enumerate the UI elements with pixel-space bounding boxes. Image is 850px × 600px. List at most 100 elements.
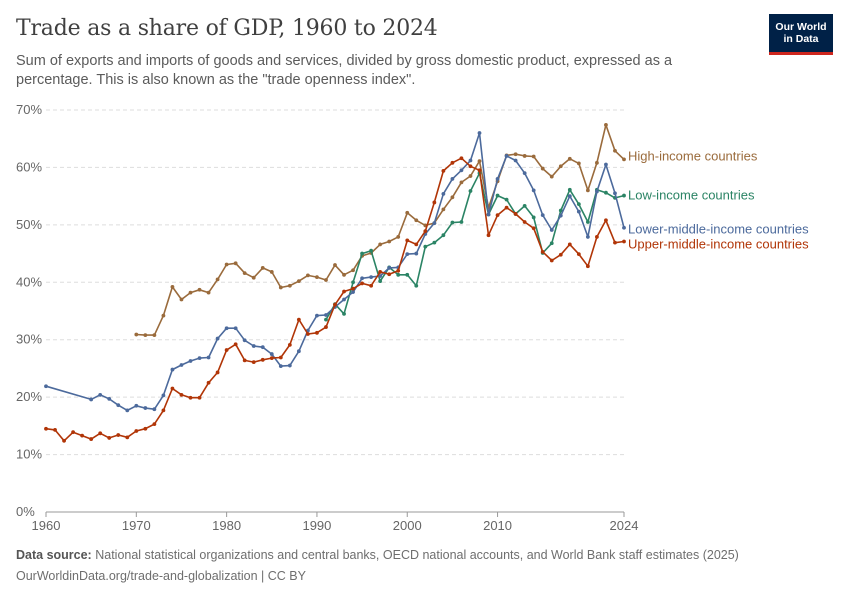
- data-point[interactable]: [441, 168, 446, 173]
- data-point[interactable]: [342, 289, 346, 294]
- data-point[interactable]: [522, 171, 527, 176]
- data-point[interactable]: [558, 208, 563, 213]
- data-point[interactable]: [179, 392, 184, 397]
- data-point[interactable]: [296, 317, 301, 322]
- data-point[interactable]: [486, 212, 491, 217]
- data-point[interactable]: [432, 221, 437, 226]
- data-point[interactable]: [477, 131, 482, 135]
- data-point[interactable]: [450, 195, 455, 200]
- data-point[interactable]: [513, 158, 518, 163]
- data-point[interactable]: [441, 233, 446, 238]
- data-point[interactable]: [387, 266, 392, 270]
- data-point[interactable]: [468, 164, 473, 169]
- series-line[interactable]: [45, 132, 625, 412]
- data-point[interactable]: [269, 352, 274, 356]
- data-point[interactable]: [613, 240, 617, 245]
- data-point[interactable]: [450, 177, 455, 181]
- data-point[interactable]: [143, 426, 148, 431]
- data-point[interactable]: [188, 290, 193, 295]
- data-point[interactable]: [170, 386, 175, 391]
- data-point[interactable]: [125, 435, 130, 440]
- series-label[interactable]: Upper-middle-income countries: [628, 237, 809, 252]
- data-point[interactable]: [378, 242, 383, 247]
- data-point[interactable]: [405, 210, 410, 215]
- data-point[interactable]: [224, 348, 229, 352]
- data-point[interactable]: [459, 180, 464, 185]
- data-point[interactable]: [315, 275, 319, 280]
- data-point[interactable]: [224, 262, 229, 267]
- data-point[interactable]: [215, 277, 220, 282]
- data-point[interactable]: [604, 162, 608, 167]
- data-point[interactable]: [585, 220, 590, 224]
- data-point[interactable]: [351, 268, 355, 273]
- data-point[interactable]: [540, 166, 545, 171]
- data-point[interactable]: [396, 235, 401, 239]
- data-point[interactable]: [622, 193, 626, 198]
- data-point[interactable]: [576, 161, 581, 166]
- data-point[interactable]: [134, 332, 139, 337]
- data-point[interactable]: [441, 207, 446, 212]
- data-point[interactable]: [459, 168, 464, 173]
- data-point[interactable]: [477, 159, 482, 164]
- data-point[interactable]: [197, 287, 202, 292]
- data-point[interactable]: [260, 266, 265, 270]
- data-point[interactable]: [278, 285, 283, 290]
- data-point[interactable]: [44, 426, 48, 431]
- data-point[interactable]: [197, 395, 202, 400]
- data-point[interactable]: [549, 174, 554, 179]
- data-point[interactable]: [486, 233, 491, 238]
- data-point[interactable]: [549, 241, 554, 246]
- data-point[interactable]: [89, 437, 94, 441]
- data-point[interactable]: [396, 272, 401, 277]
- data-point[interactable]: [595, 189, 599, 194]
- data-point[interactable]: [306, 273, 310, 278]
- data-point[interactable]: [206, 290, 211, 295]
- data-point[interactable]: [170, 367, 175, 372]
- data-point[interactable]: [531, 226, 536, 231]
- data-point[interactable]: [513, 152, 518, 157]
- data-point[interactable]: [278, 355, 283, 360]
- data-point[interactable]: [495, 177, 500, 181]
- data-point[interactable]: [188, 395, 193, 400]
- data-point[interactable]: [513, 212, 518, 216]
- data-point[interactable]: [242, 271, 247, 275]
- data-point[interactable]: [414, 251, 419, 256]
- series-label[interactable]: Lower-middle-income countries: [628, 222, 809, 237]
- data-point[interactable]: [134, 429, 139, 433]
- data-point[interactable]: [576, 252, 581, 257]
- data-point[interactable]: [206, 380, 211, 385]
- data-point[interactable]: [287, 283, 292, 288]
- data-point[interactable]: [495, 193, 500, 198]
- data-point[interactable]: [567, 187, 572, 192]
- data-point[interactable]: [287, 342, 292, 347]
- data-point[interactable]: [53, 427, 57, 432]
- data-point[interactable]: [468, 174, 473, 178]
- data-point[interactable]: [387, 239, 392, 244]
- data-point[interactable]: [360, 281, 364, 286]
- data-point[interactable]: [585, 235, 590, 239]
- data-point[interactable]: [197, 356, 202, 360]
- data-point[interactable]: [269, 270, 274, 274]
- data-point[interactable]: [613, 148, 617, 153]
- data-point[interactable]: [98, 431, 103, 436]
- data-point[interactable]: [251, 344, 256, 348]
- data-point[interactable]: [233, 326, 238, 331]
- data-point[interactable]: [342, 272, 346, 277]
- data-point[interactable]: [233, 261, 238, 266]
- data-point[interactable]: [107, 436, 112, 440]
- data-point[interactable]: [360, 251, 364, 256]
- data-point[interactable]: [558, 252, 563, 257]
- data-point[interactable]: [423, 244, 428, 249]
- data-point[interactable]: [360, 276, 364, 281]
- data-point[interactable]: [296, 349, 301, 354]
- data-point[interactable]: [387, 272, 392, 277]
- data-point[interactable]: [522, 204, 527, 208]
- data-point[interactable]: [585, 188, 590, 193]
- data-point[interactable]: [495, 213, 500, 217]
- data-point[interactable]: [450, 220, 455, 225]
- data-point[interactable]: [342, 297, 346, 302]
- data-point[interactable]: [567, 156, 572, 161]
- data-point[interactable]: [242, 358, 247, 363]
- data-point[interactable]: [558, 164, 563, 169]
- data-point[interactable]: [531, 215, 536, 220]
